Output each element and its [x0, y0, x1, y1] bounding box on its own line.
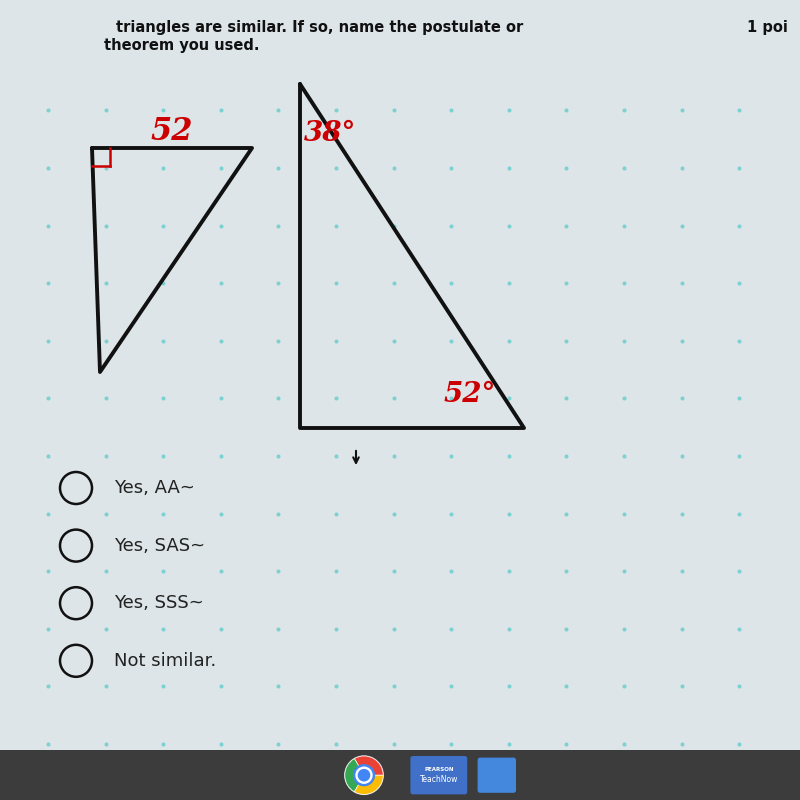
FancyBboxPatch shape: [410, 756, 467, 794]
Text: 52: 52: [150, 117, 194, 147]
Circle shape: [345, 756, 383, 794]
Wedge shape: [354, 756, 383, 775]
Text: Yes, AA~: Yes, AA~: [114, 479, 195, 497]
Bar: [0, 750, 800, 800]
Text: 1 poi: 1 poi: [747, 20, 788, 35]
Text: TeachNow: TeachNow: [420, 775, 458, 785]
Text: PEARSON: PEARSON: [425, 767, 454, 772]
Text: Not similar.: Not similar.: [114, 652, 217, 670]
Circle shape: [354, 765, 374, 786]
Text: Yes, SSS~: Yes, SSS~: [114, 594, 204, 612]
Wedge shape: [354, 775, 383, 794]
Text: 52°: 52°: [444, 381, 496, 408]
Text: 38°: 38°: [304, 120, 356, 147]
Wedge shape: [345, 758, 364, 792]
Circle shape: [356, 767, 372, 783]
FancyBboxPatch shape: [478, 758, 516, 793]
Text: Yes, SAS~: Yes, SAS~: [114, 537, 206, 554]
Circle shape: [358, 770, 370, 781]
Text: theorem you used.: theorem you used.: [104, 38, 259, 54]
Text: triangles are similar. If so, name the postulate or: triangles are similar. If so, name the p…: [116, 20, 524, 35]
